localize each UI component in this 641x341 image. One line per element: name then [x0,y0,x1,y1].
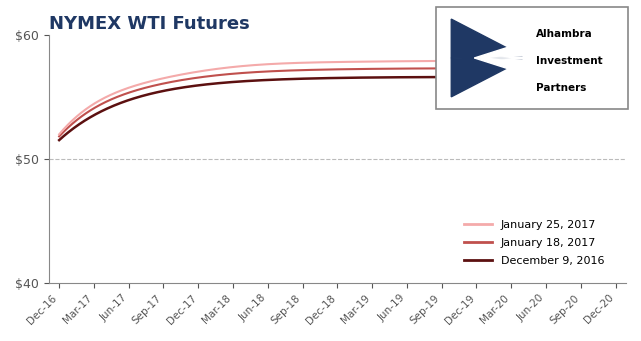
Legend: January 25, 2017, January 18, 2017, December 9, 2016: January 25, 2017, January 18, 2017, Dece… [460,216,609,270]
Text: Partners: Partners [536,83,587,92]
Polygon shape [451,58,522,97]
Polygon shape [474,58,522,73]
FancyBboxPatch shape [436,7,628,109]
Text: Investment: Investment [536,56,603,66]
Text: Alhambra: Alhambra [536,29,593,39]
Polygon shape [451,19,522,58]
Text: NYMEX WTI Futures: NYMEX WTI Futures [49,15,249,33]
Polygon shape [474,43,522,58]
